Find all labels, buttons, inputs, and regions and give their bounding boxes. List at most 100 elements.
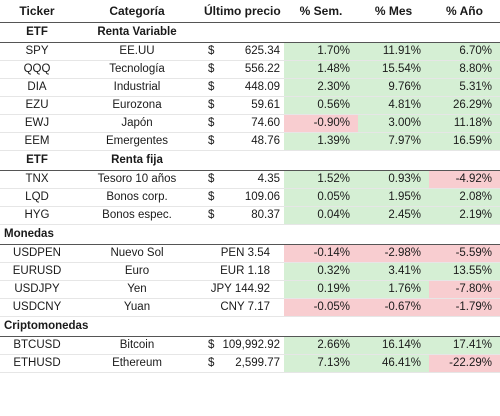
table-row: USDPEN Nuevo Sol PEN 3.54 -0.14% -2.98% -5.59… <box>0 244 500 263</box>
ticker-cell: LQD <box>0 188 74 207</box>
table-row: ETHUSD Ethereum $2,599.77 7.13% 46.41% -22.29… <box>0 354 500 373</box>
currency-symbol: $ <box>208 357 215 369</box>
week-change-cell: 7.13% <box>284 354 358 373</box>
category-cell: Yuan <box>74 298 200 317</box>
price-cell: EUR 1.18 <box>200 262 284 281</box>
header-last-price: Último precio <box>200 0 284 23</box>
ticker-cell: BTCUSD <box>0 336 74 355</box>
ticker-cell: EURUSD <box>0 262 74 281</box>
market-summary-table: Ticker Categoría Último precio % Sem. % … <box>0 0 500 373</box>
header-ticker: Ticker <box>0 0 74 23</box>
week-change-cell: 0.32% <box>284 262 358 281</box>
price-value: 109,992.92 <box>222 339 280 351</box>
ticker-cell: EWJ <box>0 114 74 133</box>
month-change-cell: 7.97% <box>358 132 429 151</box>
table-body: ETF Renta Variable SPY EE.UU $625.34 1.70% 11.… <box>0 22 500 373</box>
year-change-cell: -7.80% <box>429 280 500 299</box>
year-change-cell: 6.70% <box>429 42 500 61</box>
currency-symbol: $ <box>208 117 215 129</box>
section-header-row: ETF Renta fija <box>0 150 500 171</box>
category-cell: Emergentes <box>74 132 200 151</box>
table-row: DIA Industrial $448.09 2.30% 9.76% 5.31% <box>0 78 500 97</box>
year-change-cell: 17.41% <box>429 336 500 355</box>
price-cell: PEN 3.54 <box>200 244 284 263</box>
table-row: EZU Eurozona $59.61 0.56% 4.81% 26.29% <box>0 96 500 115</box>
section-subtitle: Renta fija <box>74 150 200 171</box>
week-change-cell: 2.66% <box>284 336 358 355</box>
year-change-cell: -4.92% <box>429 170 500 189</box>
price-cell: $2,599.77 <box>200 354 284 373</box>
price-value: 2,599.77 <box>235 357 280 369</box>
section-name: ETF <box>0 150 74 171</box>
ticker-cell: USDCNY <box>0 298 74 317</box>
header-week-change: % Sem. <box>284 0 358 23</box>
week-change-cell: 0.19% <box>284 280 358 299</box>
price-value: 4.35 <box>257 173 280 185</box>
price-cell: $59.61 <box>200 96 284 115</box>
header-category: Categoría <box>74 0 200 23</box>
month-change-cell: 1.95% <box>358 188 429 207</box>
ticker-cell: EEM <box>0 132 74 151</box>
price-value: 80.37 <box>251 209 280 221</box>
table-row: USDJPY Yen JPY 144.92 0.19% 1.76% -7.80% <box>0 280 500 299</box>
year-change-cell: 11.18% <box>429 114 500 133</box>
month-change-cell: 16.14% <box>358 336 429 355</box>
table-row: USDCNY Yuan CNY 7.17 -0.05% -0.67% -1.79% <box>0 298 500 317</box>
month-change-cell: -0.67% <box>358 298 429 317</box>
ticker-cell: USDJPY <box>0 280 74 299</box>
category-cell: Tesoro 10 años <box>74 170 200 189</box>
section-subtitle: Renta Variable <box>74 22 200 43</box>
category-cell: Eurozona <box>74 96 200 115</box>
section-header-row: Monedas <box>0 224 500 245</box>
price-value: CNY 7.17 <box>220 301 270 313</box>
price-value: 448.09 <box>244 81 280 93</box>
category-cell: Bonos corp. <box>74 188 200 207</box>
header-year-change: % Año <box>429 0 500 23</box>
year-change-cell: -22.29% <box>429 354 500 373</box>
section-spacer <box>200 22 500 43</box>
price-value: 109.06 <box>244 191 280 203</box>
section-name: ETF <box>0 22 74 43</box>
currency-symbol: $ <box>208 63 215 75</box>
category-cell: Ethereum <box>74 354 200 373</box>
currency-symbol: $ <box>208 191 215 203</box>
week-change-cell: -0.14% <box>284 244 358 263</box>
week-change-cell: -0.90% <box>284 114 358 133</box>
price-cell: JPY 144.92 <box>200 280 284 299</box>
category-cell: Tecnología <box>74 60 200 79</box>
currency-symbol: $ <box>208 45 215 57</box>
currency-symbol: $ <box>208 99 215 111</box>
month-change-cell: 2.45% <box>358 206 429 225</box>
price-value: 59.61 <box>251 99 280 111</box>
currency-symbol: $ <box>208 81 215 93</box>
week-change-cell: 0.04% <box>284 206 358 225</box>
price-cell: $4.35 <box>200 170 284 189</box>
price-cell: $448.09 <box>200 78 284 97</box>
table-row: BTCUSD Bitcoin $109,992.92 2.66% 16.14% 17.41… <box>0 336 500 355</box>
year-change-cell: 5.31% <box>429 78 500 97</box>
week-change-cell: 1.48% <box>284 60 358 79</box>
section-header-row: ETF Renta Variable <box>0 22 500 43</box>
table-row: HYG Bonos espec. $80.37 0.04% 2.45% 2.19% <box>0 206 500 225</box>
month-change-cell: 46.41% <box>358 354 429 373</box>
year-change-cell: 13.55% <box>429 262 500 281</box>
week-change-cell: 1.39% <box>284 132 358 151</box>
category-cell: Bonos espec. <box>74 206 200 225</box>
month-change-cell: 11.91% <box>358 42 429 61</box>
category-cell: Bitcoin <box>74 336 200 355</box>
category-cell: Japón <box>74 114 200 133</box>
category-cell: EE.UU <box>74 42 200 61</box>
week-change-cell: 0.56% <box>284 96 358 115</box>
month-change-cell: -2.98% <box>358 244 429 263</box>
month-change-cell: 3.00% <box>358 114 429 133</box>
year-change-cell: 2.19% <box>429 206 500 225</box>
category-cell: Euro <box>74 262 200 281</box>
price-cell: $109.06 <box>200 188 284 207</box>
price-value: 625.34 <box>244 45 280 57</box>
section-spacer <box>200 150 500 171</box>
currency-symbol: $ <box>208 209 215 221</box>
price-cell: $556.22 <box>200 60 284 79</box>
month-change-cell: 4.81% <box>358 96 429 115</box>
price-cell: $625.34 <box>200 42 284 61</box>
ticker-cell: QQQ <box>0 60 74 79</box>
